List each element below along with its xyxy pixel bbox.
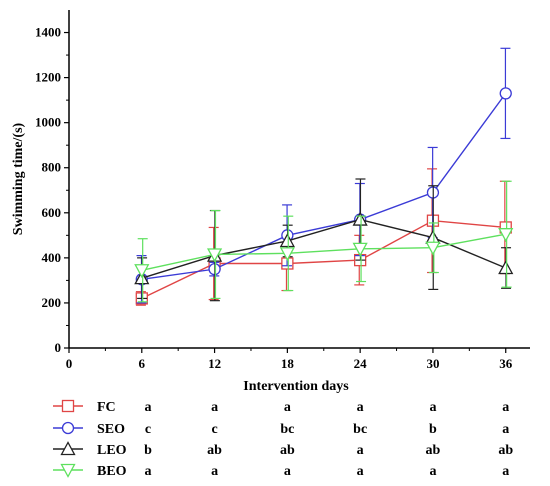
significance-letter: a	[284, 400, 291, 415]
legend-swatch-marker	[61, 421, 75, 435]
data-point	[498, 228, 514, 243]
series-line-beo	[141, 233, 506, 271]
legend-item-beo: BEO a a a a a a	[53, 463, 509, 479]
x-axis-label: Intervention days	[243, 379, 349, 394]
significance-letter: ab	[498, 443, 513, 458]
x-tick-label: 36	[499, 356, 513, 371]
significance-letter: b	[429, 422, 437, 437]
legend-swatch-marker	[61, 399, 75, 413]
x-tick-label: 6	[139, 356, 146, 371]
data-point	[134, 264, 150, 279]
series-leo	[134, 178, 514, 302]
x-tick-label: 18	[281, 356, 295, 371]
x-tick-label: 30	[426, 356, 439, 371]
y-tick-label: 1400	[35, 25, 61, 40]
significance-letter: bc	[353, 422, 367, 437]
y-tick-label: 200	[42, 295, 62, 310]
series-layer	[134, 47, 514, 306]
legend-item-fc: FC a a a a a a	[53, 399, 509, 415]
data-point	[499, 87, 512, 100]
significance-letter: ab	[280, 443, 295, 458]
data-point	[352, 242, 368, 257]
x-tick-label: 0	[66, 356, 73, 371]
legend-label: SEO	[97, 422, 125, 437]
series-beo	[134, 180, 514, 303]
significance-letter: a	[211, 464, 218, 479]
y-tick-label: 800	[42, 160, 62, 175]
significance-letter: a	[429, 400, 436, 415]
legend-swatch-marker	[60, 463, 76, 478]
legend-label: LEO	[97, 443, 127, 458]
significance-letter: c	[145, 422, 151, 437]
significance-letter: a	[357, 464, 364, 479]
significance-letter: a	[429, 464, 436, 479]
significance-letter: a	[145, 400, 152, 415]
significance-letter: bc	[280, 422, 294, 437]
legend-swatch-marker	[60, 441, 76, 456]
significance-letter: a	[211, 400, 218, 415]
significance-letter: a	[502, 464, 509, 479]
y-tick-label: 600	[42, 205, 62, 220]
significance-letter: a	[145, 464, 152, 479]
legend-label: BEO	[97, 464, 127, 479]
data-point	[352, 211, 368, 226]
y-tick-label: 1200	[35, 70, 61, 85]
series-line-leo	[141, 218, 507, 279]
series-seo	[135, 47, 512, 304]
significance-letter: a	[357, 443, 364, 458]
series-line-fc	[141, 219, 506, 300]
data-point	[206, 248, 223, 263]
axes: 0 200 400 600 800 1000 1200 1400 0 6 12 18 24 30 36	[35, 10, 530, 371]
y-tick-label: 0	[55, 340, 62, 355]
significance-letter: a	[284, 464, 291, 479]
significance-letter: a	[502, 400, 509, 415]
y-tick-label: 1000	[35, 115, 61, 130]
data-point	[425, 241, 441, 256]
data-point	[498, 260, 514, 275]
legend-item-leo: LEO b ab ab a ab ab	[53, 441, 513, 458]
data-point	[279, 233, 295, 248]
legend-item-seo: SEO c c bc bc b a	[53, 421, 509, 437]
significance-letter: b	[144, 443, 152, 458]
significance-letter: a	[502, 422, 509, 437]
y-tick-label: 400	[42, 250, 62, 265]
series-line-seo	[141, 92, 507, 280]
legend-label: FC	[97, 400, 116, 415]
y-axis-label: Swimming time/(s)	[11, 122, 26, 235]
significance-letter: a	[357, 400, 364, 415]
significance-letter: ab	[426, 443, 441, 458]
series-fc	[135, 168, 512, 306]
significance-letter: c	[211, 422, 217, 437]
data-point	[279, 247, 295, 262]
significance-letter: ab	[207, 443, 222, 458]
x-tick-label: 24	[354, 356, 368, 371]
x-tick-label: 12	[208, 356, 221, 371]
